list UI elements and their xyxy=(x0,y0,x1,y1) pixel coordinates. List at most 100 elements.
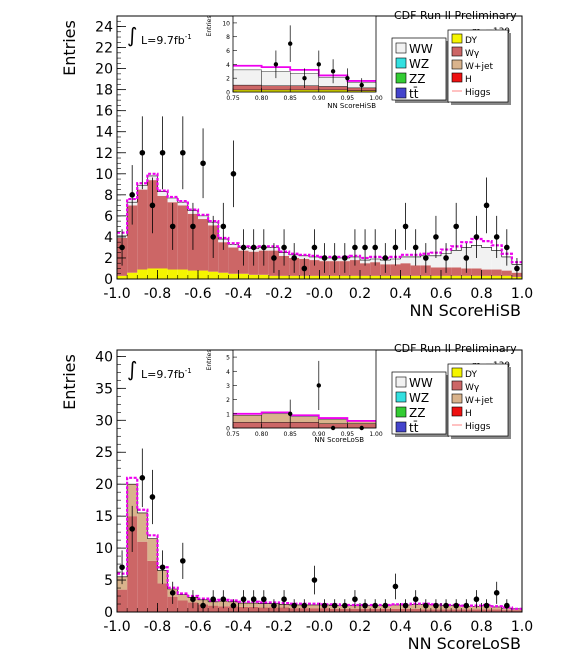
lo-inset-xlabel: NN ScoreLoSB xyxy=(314,436,364,444)
data-point xyxy=(473,596,480,603)
bar-dy xyxy=(187,270,198,279)
bar-ww xyxy=(167,197,178,203)
inset-x-tick-label: 1.00 xyxy=(369,95,383,102)
bar-w xyxy=(279,255,290,276)
bar-w xyxy=(451,267,462,276)
data-point xyxy=(200,160,206,167)
hi-inset-frame xyxy=(232,15,377,93)
bar-w xyxy=(177,205,188,270)
x-tick-label: 0.4 xyxy=(389,619,411,635)
data-point xyxy=(493,234,500,240)
inset-data-point xyxy=(288,41,293,46)
legend-label: ZZ xyxy=(409,406,425,420)
x-tick-label: 0.2 xyxy=(349,619,371,635)
legend-swatch xyxy=(395,42,407,54)
integral-icon: ∫ xyxy=(127,23,137,47)
y-tick-label: 35 xyxy=(95,381,113,397)
data-point xyxy=(250,596,257,603)
inset-data-point xyxy=(359,82,364,88)
y-tick-label: 8 xyxy=(104,188,113,204)
lo-experiment-label: CDF Run II Preliminary xyxy=(394,342,517,355)
legend-label: W+jet xyxy=(465,396,493,406)
data-point xyxy=(129,192,135,198)
y-tick-label: 0 xyxy=(104,605,113,621)
hi-histogram-bars xyxy=(116,172,522,279)
bar-w xyxy=(238,606,249,612)
bar-dy xyxy=(309,275,320,279)
data-point xyxy=(139,149,146,156)
bar-ww xyxy=(299,255,310,260)
bar-ww xyxy=(451,250,462,268)
bar-dy xyxy=(137,269,148,279)
y-tick-label: 15 xyxy=(95,509,113,525)
data-point xyxy=(281,596,287,603)
bar-dy xyxy=(198,270,209,279)
data-point xyxy=(301,602,308,609)
bar-w xyxy=(279,607,290,612)
x-tick-label: -0.4 xyxy=(225,619,252,635)
data-point xyxy=(483,602,490,609)
bar-w xyxy=(147,560,158,612)
bar-w xyxy=(127,205,138,273)
bar-dy xyxy=(167,269,178,279)
x-tick-label: -0.2 xyxy=(265,286,292,302)
inset-y-tick-label: 4 xyxy=(226,369,230,376)
hi-data-points xyxy=(119,116,520,279)
hi-inset-xlabel: NN ScoreHiSB xyxy=(327,102,376,110)
inset-signal-line xyxy=(233,411,376,422)
data-point xyxy=(483,202,490,209)
bar-w xyxy=(258,607,269,612)
x-tick-label: 0.6 xyxy=(430,619,452,635)
bar-w xyxy=(390,608,401,612)
hi-x-axis: -1.0 -0.8 -0.6 -0.4 -0.2 -0.0 0.2 0.4 0.6 0.8 1.0 xyxy=(103,270,533,302)
inset-bar xyxy=(318,419,348,424)
legend-label: DY xyxy=(465,370,477,380)
bar-w xyxy=(167,596,178,612)
data-point xyxy=(190,596,196,603)
lo-y-axis: 0 5 10 15 20 25 30 35 40 xyxy=(95,349,126,621)
data-point xyxy=(169,590,176,596)
bar-w xyxy=(471,268,482,276)
bar-w+jet xyxy=(309,604,320,609)
y-tick-label: 18 xyxy=(95,83,113,99)
legend-label: WW xyxy=(409,42,433,56)
bar-dy xyxy=(471,275,482,279)
data-point xyxy=(402,223,409,230)
legend-label: Wγ xyxy=(465,49,480,59)
data-point xyxy=(331,602,338,609)
y-tick-label: 2 xyxy=(104,251,113,267)
data-point xyxy=(321,602,328,609)
bar-ww xyxy=(198,215,209,220)
bar-dy xyxy=(380,275,391,279)
y-tick-label: 4 xyxy=(104,230,113,246)
bar-dy xyxy=(147,268,158,279)
data-point xyxy=(352,244,358,251)
hi-experiment-label: CDF Run II Preliminary xyxy=(394,9,517,22)
legend-label: Wγ xyxy=(465,383,480,393)
lo-inset-x-axis: 0.75 0.80 0.85 0.90 0.95 1.00 xyxy=(226,424,383,438)
bar-w xyxy=(370,262,381,276)
x-tick-label: -0.6 xyxy=(184,619,211,635)
x-tick-label: 0.8 xyxy=(470,286,492,302)
signal-line xyxy=(117,476,522,610)
data-point xyxy=(453,223,459,230)
bar-dy xyxy=(117,275,128,279)
lo-histogram-bars xyxy=(116,476,522,612)
y-tick-label: 0 xyxy=(104,272,113,288)
legend-label: Higgs xyxy=(465,422,491,432)
data-point xyxy=(271,602,277,609)
data-point xyxy=(453,602,459,609)
legend-swatch xyxy=(395,87,407,99)
y-tick-label: 12 xyxy=(95,146,113,162)
bar-dy xyxy=(279,275,290,279)
inset-y-tick-label: 2 xyxy=(226,76,230,83)
legend-swatch xyxy=(395,376,407,388)
bar-w xyxy=(410,608,421,612)
data-point xyxy=(412,596,419,603)
bar-w xyxy=(218,606,229,612)
inset-data-point xyxy=(316,383,321,388)
data-point xyxy=(331,255,338,261)
bar-w+jet xyxy=(137,512,148,542)
x-tick-label: -0.2 xyxy=(265,619,292,635)
